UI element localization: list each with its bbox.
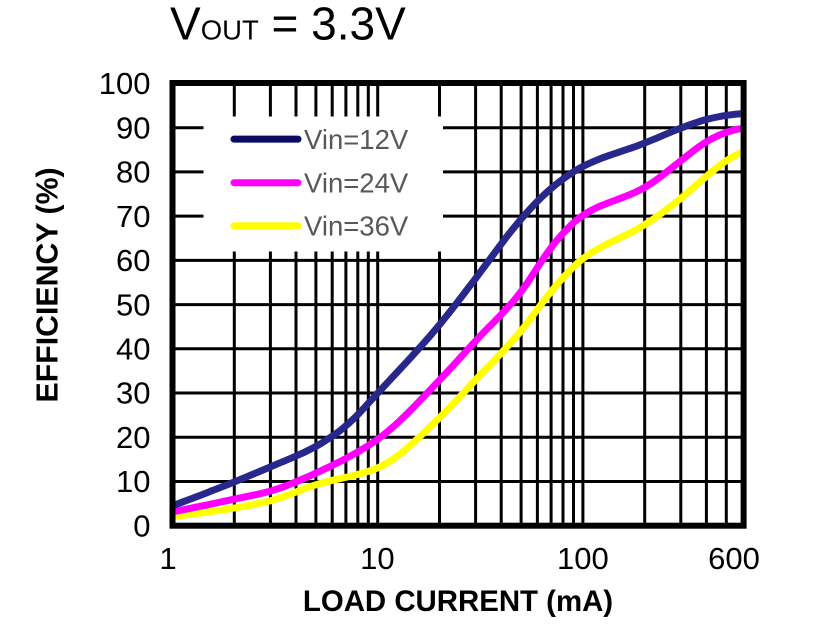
svg-text:100: 100: [557, 541, 609, 576]
svg-text:100: 100: [99, 66, 151, 101]
svg-text:VOUT = 3.3V: VOUT = 3.3V: [170, 0, 406, 50]
svg-text:0: 0: [133, 508, 150, 543]
svg-text:LOAD CURRENT (mA): LOAD CURRENT (mA): [303, 585, 613, 618]
svg-text:70: 70: [116, 199, 150, 234]
svg-text:30: 30: [116, 376, 150, 411]
svg-text:Vin=12V: Vin=12V: [304, 124, 409, 155]
svg-text:600: 600: [708, 541, 760, 576]
svg-text:60: 60: [116, 243, 150, 278]
svg-text:20: 20: [116, 420, 150, 455]
svg-text:80: 80: [116, 155, 150, 190]
svg-text:Vin=36V: Vin=36V: [304, 211, 409, 242]
svg-text:50: 50: [116, 287, 150, 322]
svg-text:1: 1: [159, 541, 176, 576]
svg-text:10: 10: [116, 464, 150, 499]
svg-text:Vin=24V: Vin=24V: [304, 168, 409, 199]
svg-text:EFFICIENCY (%): EFFICIENCY (%): [32, 167, 65, 402]
svg-text:40: 40: [116, 332, 150, 367]
svg-text:10: 10: [360, 541, 394, 576]
svg-text:90: 90: [116, 110, 150, 145]
